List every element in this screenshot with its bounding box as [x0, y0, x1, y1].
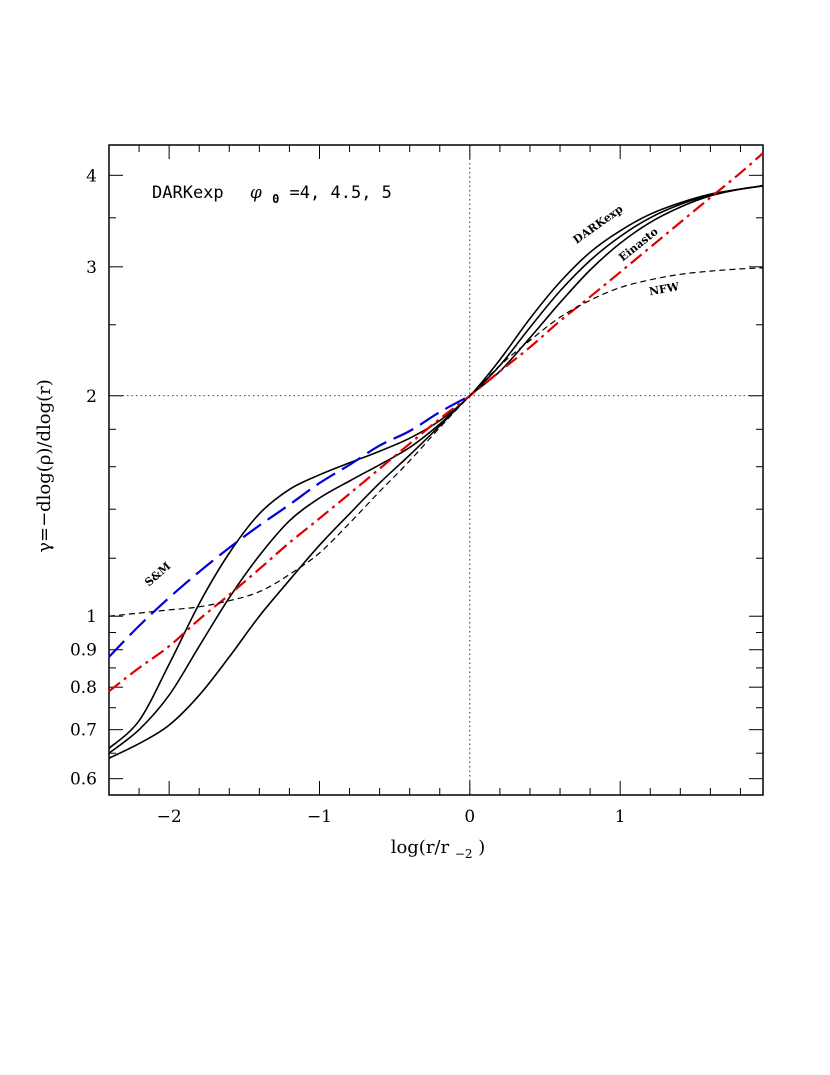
y-tick-label: 0.8	[70, 678, 97, 698]
y-tick-label: 2	[86, 387, 97, 407]
axis-ticks: −2 −1 0 1 0.6 0.7 0.8 0.9 1 2 3 4	[70, 145, 763, 827]
plot-frame	[108, 144, 764, 796]
x-axis-title-sub: −2	[455, 847, 473, 861]
x-axis-title-main: log(r/r	[391, 837, 450, 858]
series-group	[108, 152, 764, 759]
y-tick-label: 0.7	[70, 721, 97, 741]
x-axis-title-close: )	[478, 837, 485, 858]
x-tick-label: −1	[307, 807, 332, 827]
plot-border	[108, 144, 764, 796]
series-line-darkexp-2	[108, 185, 764, 759]
series-line-darkexp	[108, 185, 764, 749]
x-tick-label: 1	[615, 807, 626, 827]
y-tick-label: 4	[86, 166, 97, 186]
y-axis-title: γ=−dlog(ρ)/dlog(r)	[34, 379, 55, 553]
x-tick-label: −2	[157, 807, 182, 827]
annotation-param-symbol: φ	[250, 183, 262, 203]
y-tick-label: 0.9	[70, 641, 97, 661]
series-line-s-m	[108, 394, 471, 658]
series-line-nfw	[108, 267, 764, 617]
curve-label-s-m: S&M	[142, 560, 173, 590]
annotation-prefix: DARKexp	[152, 183, 224, 203]
series-line-einasto	[108, 152, 764, 693]
annotation-param-sub: 0	[272, 192, 279, 206]
annotation-param-values: =4, 4.5, 5	[290, 183, 392, 203]
y-tick-label: 0.6	[70, 770, 97, 790]
panel-annotation: DARKexp φ 0 =4, 4.5, 5	[152, 183, 392, 208]
x-axis-title: log(r/r −2 )	[391, 837, 486, 863]
curve-label-nfw: NFW	[648, 280, 681, 298]
x-tick-label: 0	[464, 807, 475, 827]
y-tick-label: 1	[86, 607, 97, 627]
series-line-darkexp-1	[108, 185, 764, 754]
y-tick-label: 3	[86, 258, 97, 278]
curve-label-darkexp: DARKexp	[571, 202, 626, 246]
reference-lines	[109, 145, 763, 795]
